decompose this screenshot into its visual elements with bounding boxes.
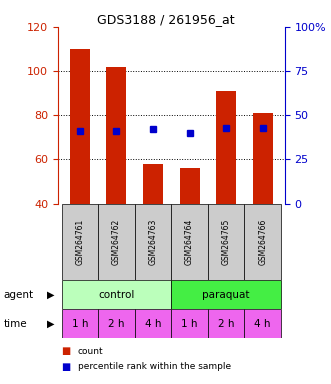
Text: count: count xyxy=(78,347,103,356)
Text: percentile rank within the sample: percentile rank within the sample xyxy=(78,362,231,371)
Text: GSM264761: GSM264761 xyxy=(75,219,84,265)
Text: 1 h: 1 h xyxy=(71,318,88,329)
FancyBboxPatch shape xyxy=(244,204,281,280)
FancyBboxPatch shape xyxy=(98,309,135,338)
FancyBboxPatch shape xyxy=(62,280,171,309)
Text: GSM264765: GSM264765 xyxy=(222,219,231,265)
Bar xyxy=(216,91,236,204)
FancyBboxPatch shape xyxy=(171,309,208,338)
Text: GSM264764: GSM264764 xyxy=(185,219,194,265)
Bar xyxy=(106,67,126,204)
Text: GSM264762: GSM264762 xyxy=(112,219,121,265)
FancyBboxPatch shape xyxy=(62,309,98,338)
Bar xyxy=(143,164,163,204)
FancyBboxPatch shape xyxy=(208,204,244,280)
Text: 4 h: 4 h xyxy=(255,318,271,329)
Text: ■: ■ xyxy=(61,362,71,372)
Text: ■: ■ xyxy=(61,346,71,356)
FancyBboxPatch shape xyxy=(171,204,208,280)
FancyBboxPatch shape xyxy=(98,204,135,280)
Text: 2 h: 2 h xyxy=(218,318,234,329)
FancyBboxPatch shape xyxy=(135,309,171,338)
Text: agent: agent xyxy=(3,290,33,300)
Text: GSM264766: GSM264766 xyxy=(258,219,267,265)
Text: GSM264763: GSM264763 xyxy=(149,219,158,265)
FancyBboxPatch shape xyxy=(62,204,98,280)
Bar xyxy=(179,168,200,204)
Text: ▶: ▶ xyxy=(47,318,55,329)
FancyBboxPatch shape xyxy=(135,204,171,280)
Bar xyxy=(70,49,90,204)
FancyBboxPatch shape xyxy=(208,309,244,338)
Text: GDS3188 / 261956_at: GDS3188 / 261956_at xyxy=(97,13,234,26)
Text: paraquat: paraquat xyxy=(202,290,250,300)
Text: time: time xyxy=(3,318,27,329)
FancyBboxPatch shape xyxy=(244,309,281,338)
Bar xyxy=(253,113,273,204)
Text: 2 h: 2 h xyxy=(108,318,125,329)
FancyBboxPatch shape xyxy=(171,280,281,309)
Text: ▶: ▶ xyxy=(47,290,55,300)
Text: 4 h: 4 h xyxy=(145,318,161,329)
Text: 1 h: 1 h xyxy=(181,318,198,329)
Text: control: control xyxy=(98,290,135,300)
